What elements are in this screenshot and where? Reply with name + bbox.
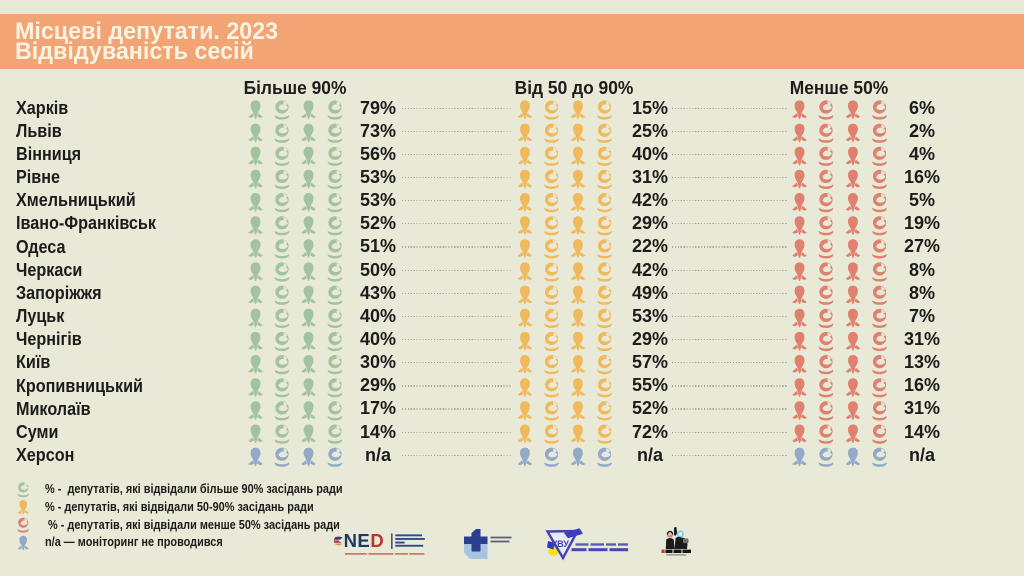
svg-text:D: D <box>370 530 383 551</box>
svg-text:NE: NE <box>344 530 371 551</box>
svg-text:УВУ: УВУ <box>552 539 570 549</box>
